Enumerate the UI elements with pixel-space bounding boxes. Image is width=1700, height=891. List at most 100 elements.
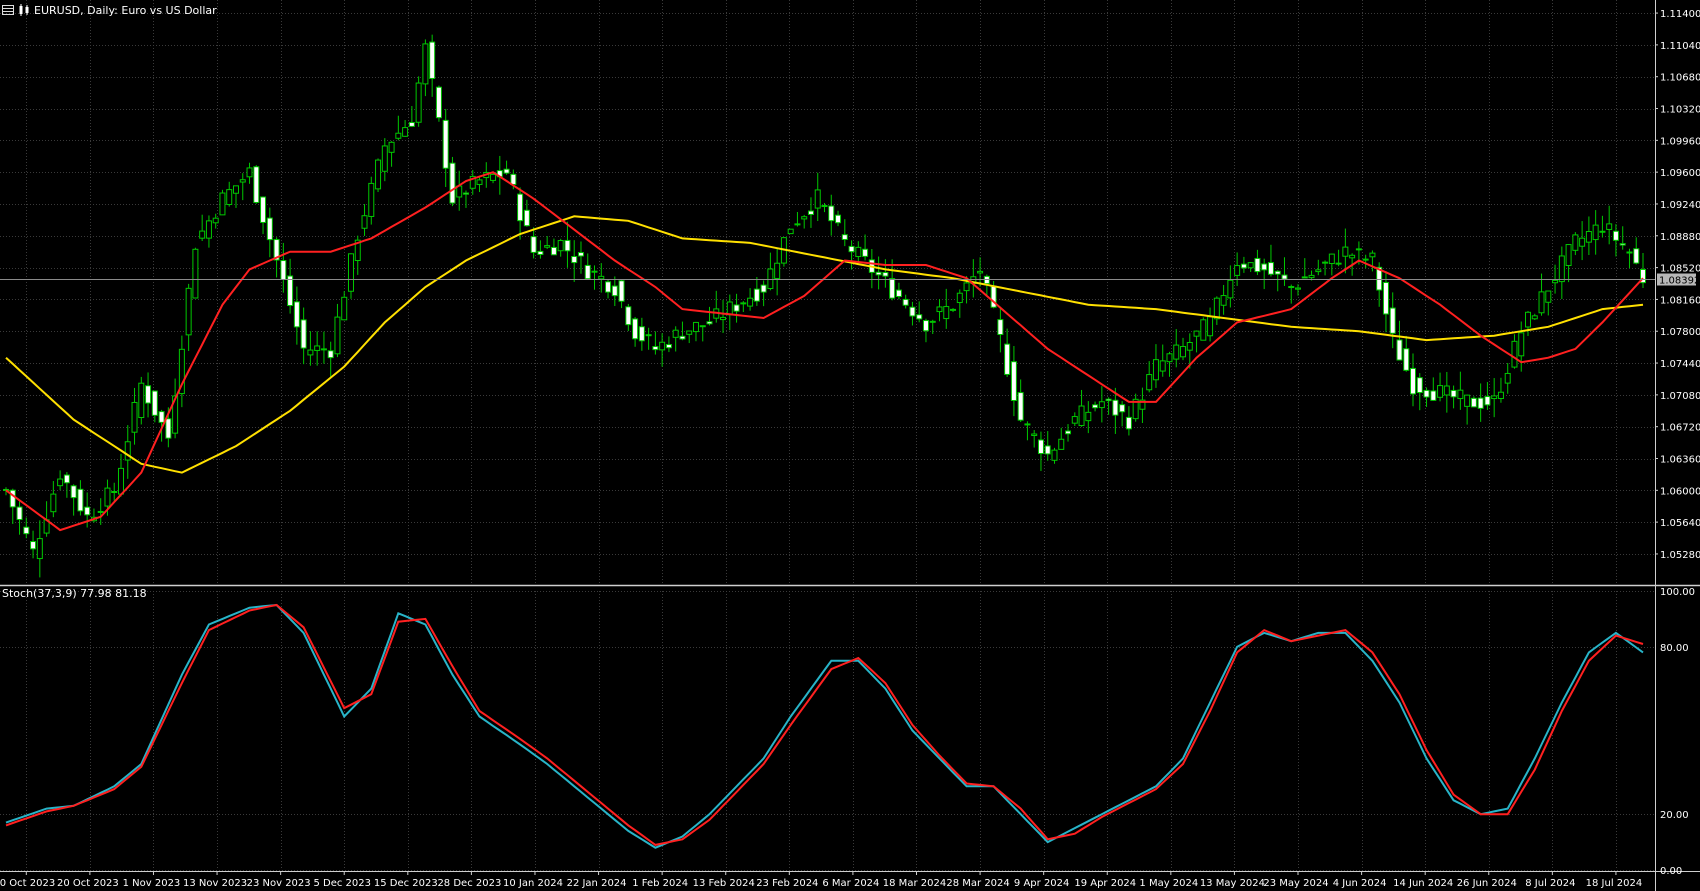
bear-candle bbox=[84, 506, 91, 516]
bear-candle bbox=[63, 474, 70, 484]
bull-candle bbox=[672, 329, 679, 338]
bull-candle bbox=[814, 189, 821, 209]
bear-candle bbox=[862, 248, 869, 257]
time-tick-label: 23 May 2024 bbox=[1263, 878, 1328, 889]
bear-candle bbox=[165, 418, 172, 439]
bear-candle bbox=[158, 411, 165, 423]
bull-candle bbox=[395, 132, 402, 139]
bull-candle bbox=[1213, 297, 1220, 320]
bull-candle bbox=[232, 185, 239, 194]
bull-candle bbox=[1518, 332, 1525, 357]
bear-candle bbox=[679, 335, 686, 340]
bear-candle bbox=[442, 119, 449, 169]
bull-candle bbox=[388, 141, 395, 153]
bear-candle bbox=[523, 209, 530, 227]
bear-candle bbox=[280, 260, 287, 280]
time-tick-label: 19 Apr 2024 bbox=[1074, 878, 1136, 889]
time-tick-label: 14 Jun 2024 bbox=[1393, 878, 1453, 889]
bull-candle bbox=[192, 248, 199, 299]
bull-candle bbox=[1531, 315, 1538, 320]
time-tick-label: 1 Feb 2024 bbox=[632, 878, 688, 889]
bull-candle bbox=[598, 275, 605, 280]
bear-candle bbox=[577, 252, 584, 257]
bull-candle bbox=[1220, 295, 1227, 306]
bear-candle bbox=[97, 510, 104, 513]
bull-candle bbox=[720, 316, 727, 321]
bear-candle bbox=[1396, 339, 1403, 361]
price-tick-label: 1.06000 bbox=[1660, 486, 1700, 497]
price-tick-label: 1.10680 bbox=[1660, 73, 1700, 84]
bear-candle bbox=[16, 506, 23, 521]
bear-candle bbox=[922, 320, 929, 332]
bear-candle bbox=[1092, 404, 1099, 409]
bear-candle bbox=[503, 168, 510, 174]
bear-candle bbox=[1389, 307, 1396, 334]
time-tick-label: 13 May 2024 bbox=[1200, 878, 1265, 889]
bull-candle bbox=[544, 245, 551, 248]
bear-candle bbox=[1288, 286, 1295, 289]
bull-candle bbox=[1152, 359, 1159, 381]
bull-candle bbox=[1146, 374, 1153, 391]
bull-candle bbox=[320, 348, 327, 351]
bull-candle bbox=[1159, 360, 1166, 372]
price-tick-label: 1.11400 bbox=[1660, 9, 1700, 20]
bear-candle bbox=[1274, 270, 1281, 275]
bear-candle bbox=[1612, 230, 1619, 241]
bear-candle bbox=[875, 271, 882, 276]
bear-candle bbox=[1037, 439, 1044, 455]
bear-candle bbox=[1254, 257, 1261, 273]
chart-type-icon[interactable] bbox=[18, 4, 30, 16]
bull-candle bbox=[1443, 385, 1450, 396]
bear-candle bbox=[30, 541, 37, 550]
bear-candle bbox=[740, 302, 747, 305]
bear-candle bbox=[462, 192, 469, 195]
time-tick-label: 9 Apr 2024 bbox=[1014, 878, 1069, 889]
bear-candle bbox=[550, 246, 557, 256]
bull-candle bbox=[1322, 261, 1329, 264]
bull-candle bbox=[212, 217, 219, 224]
bull-candle bbox=[977, 270, 984, 274]
time-tick-label: 20 Oct 2023 bbox=[57, 878, 119, 889]
bull-candle bbox=[557, 240, 564, 252]
bull-candle bbox=[956, 292, 963, 304]
bull-candle bbox=[1098, 401, 1105, 409]
bear-candle bbox=[449, 162, 456, 204]
bear-candle bbox=[1112, 399, 1119, 416]
price-tick-label: 1.08520 bbox=[1660, 264, 1700, 275]
bull-candle bbox=[963, 282, 970, 292]
time-tick-label: 8 Jul 2024 bbox=[1525, 878, 1575, 889]
bull-candle bbox=[1497, 391, 1504, 400]
bear-candle bbox=[429, 41, 436, 79]
bear-candle bbox=[253, 166, 260, 203]
bull-candle bbox=[1295, 287, 1302, 290]
price-tick-label: 1.05640 bbox=[1660, 518, 1700, 529]
bull-candle bbox=[929, 320, 936, 323]
bull-candle bbox=[375, 159, 382, 190]
bear-candle bbox=[632, 318, 639, 340]
bull-candle bbox=[219, 192, 226, 216]
bull-candle bbox=[1308, 274, 1315, 279]
bear-candle bbox=[287, 275, 294, 307]
bull-candle bbox=[57, 478, 64, 487]
bear-candle bbox=[645, 334, 652, 337]
bear-candle bbox=[273, 239, 280, 261]
bear-candle bbox=[70, 485, 77, 499]
bull-candle bbox=[1572, 234, 1579, 251]
bear-candle bbox=[1430, 390, 1437, 401]
bull-candle bbox=[767, 268, 774, 290]
bear-candle bbox=[807, 210, 814, 215]
bear-candle bbox=[1410, 367, 1417, 395]
bear-candle bbox=[1010, 361, 1017, 402]
window-list-icon[interactable] bbox=[2, 4, 14, 16]
bear-candle bbox=[902, 298, 909, 306]
price-tick-label: 1.07800 bbox=[1660, 327, 1700, 338]
bull-candle bbox=[469, 175, 476, 189]
bear-candle bbox=[1119, 404, 1126, 413]
bull-candle bbox=[1247, 262, 1254, 269]
slow-moving-average-line bbox=[5, 215, 1644, 474]
bull-candle bbox=[1349, 254, 1356, 259]
bear-candle bbox=[1477, 397, 1484, 409]
bear-candle bbox=[733, 304, 740, 312]
